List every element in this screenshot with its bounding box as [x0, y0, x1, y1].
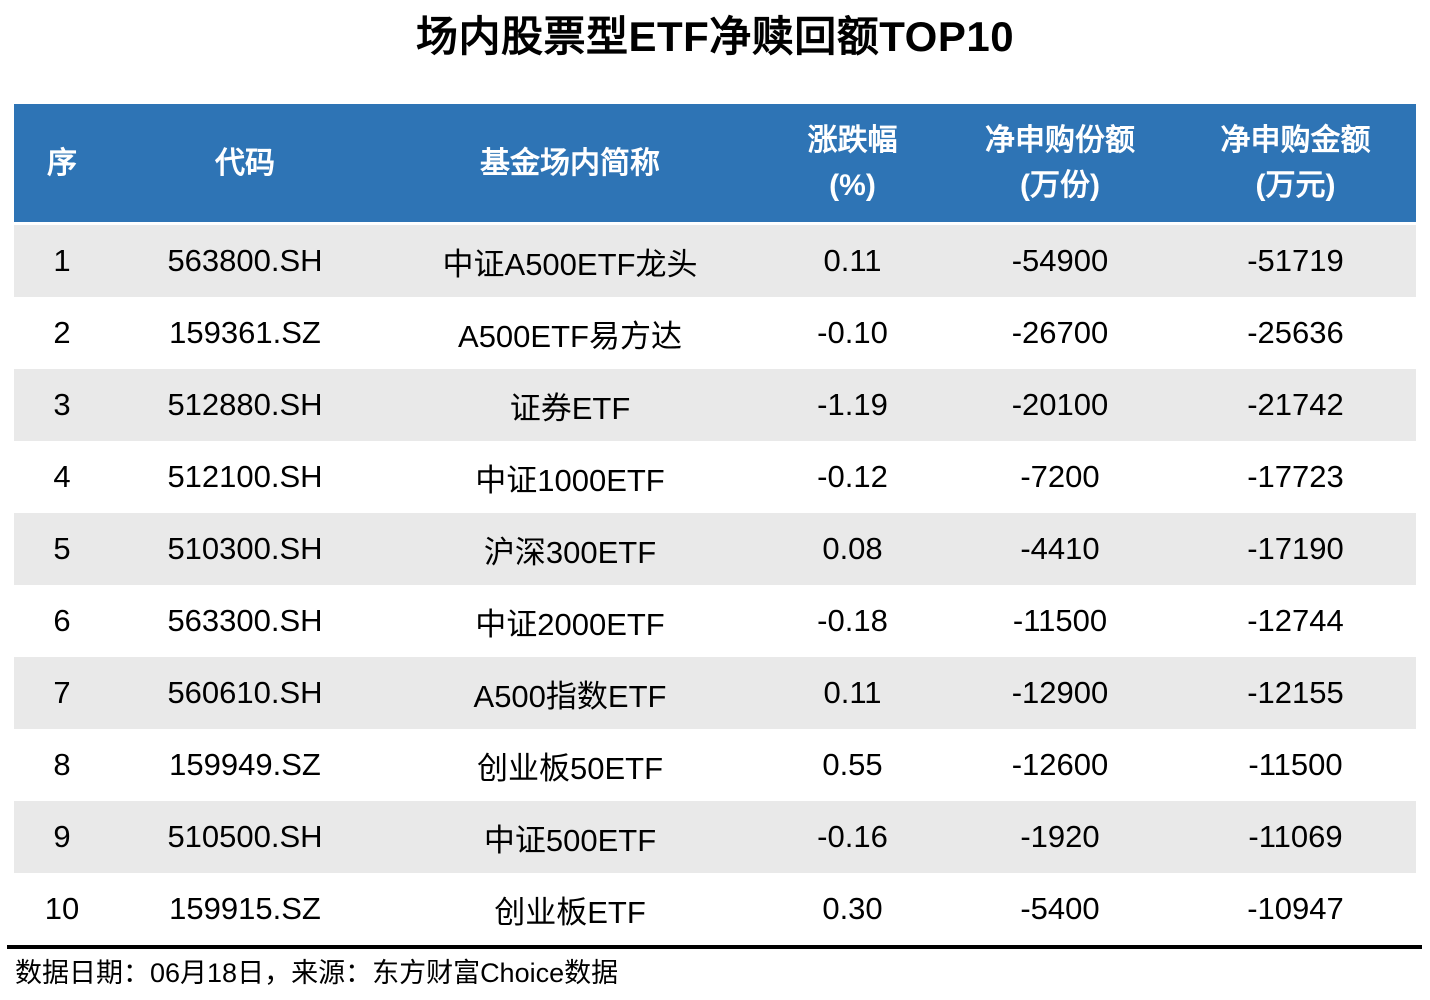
col-header-code: 代码 — [110, 104, 380, 225]
cell-change-pct: -0.18 — [817, 603, 888, 638]
cell-change-pct: 0.30 — [822, 891, 883, 926]
cell-fund-name: A500指数ETF — [473, 678, 667, 714]
col-header-code-line1: 代码 — [215, 146, 275, 180]
cell-code: 512880.SH — [167, 387, 323, 422]
cell-code: 563800.SH — [167, 243, 323, 278]
cell-net-amount: -11500 — [1248, 747, 1343, 782]
cell-net-amount: -12155 — [1247, 675, 1344, 710]
cell-fund-name: 创业板50ETF — [476, 750, 664, 786]
cell-net-shares: -11500 — [1012, 603, 1108, 638]
col-header-net-amount-line1: 净申购金额 — [1220, 124, 1371, 157]
cell-seq: 8 — [53, 747, 71, 782]
cell-net-shares: -26700 — [1011, 315, 1109, 350]
cell-code: 510500.SH — [167, 819, 323, 854]
col-header-net-shares-line1: 净申购份额 — [985, 124, 1135, 157]
col-header-fund-name: 基金场内简称 — [380, 104, 760, 225]
cell-change-pct: -0.12 — [817, 459, 888, 494]
table-header-row: 序 代码 基金场内简称 涨跌幅 (%) 净申购份额 (万份) 净申购金额 (万元) — [14, 104, 1416, 225]
cell-fund-name: 创业板ETF — [494, 894, 646, 930]
cell-seq: 7 — [53, 675, 71, 710]
table-row: 3 512880.SH 证券ETF -1.19 -20100 -21742 — [14, 369, 1416, 441]
cell-net-shares: -5400 — [1020, 891, 1100, 926]
table-row: 1 563800.SH 中证A500ETF龙头 0.11 -54900 -517… — [14, 223, 1416, 297]
cell-change-pct: 0.11 — [823, 675, 882, 710]
cell-net-amount: -21742 — [1247, 387, 1344, 422]
cell-change-pct: 0.11 — [823, 243, 882, 278]
cell-change-pct: 0.55 — [822, 747, 883, 782]
cell-seq: 10 — [44, 891, 80, 926]
cell-seq: 2 — [53, 315, 71, 350]
cell-seq: 4 — [53, 459, 71, 494]
cell-seq: 6 — [53, 603, 71, 638]
table-row: 7 560610.SH A500指数ETF 0.11 -12900 -12155 — [14, 657, 1416, 729]
cell-fund-name: 中证2000ETF — [475, 606, 665, 642]
col-header-change-pct: 涨跌幅 (%) — [760, 104, 945, 225]
cell-seq: 9 — [53, 819, 71, 854]
table-body: 1 563800.SH 中证A500ETF龙头 0.11 -54900 -517… — [14, 223, 1416, 945]
cell-net-amount: -17190 — [1247, 531, 1344, 566]
cell-net-shares: -54900 — [1011, 243, 1109, 278]
cell-code: 159949.SZ — [169, 747, 321, 782]
cell-net-amount: -17723 — [1247, 459, 1344, 494]
cell-net-shares: -12900 — [1011, 675, 1109, 710]
cell-net-shares: -20100 — [1011, 387, 1109, 422]
cell-net-shares: -1920 — [1020, 819, 1100, 854]
table-row: 9 510500.SH 中证500ETF -0.16 -1920 -11069 — [14, 801, 1416, 873]
table-row: 2 159361.SZ A500ETF易方达 -0.10 -26700 -256… — [14, 297, 1416, 369]
cell-net-shares: -12600 — [1011, 747, 1109, 782]
cell-net-shares: -7200 — [1020, 459, 1100, 494]
cell-net-amount: -11069 — [1248, 819, 1343, 854]
col-header-net-shares: 净申购份额 (万份) — [945, 104, 1175, 225]
page-title: 场内股票型ETF净赎回额TOP10 — [415, 13, 1015, 60]
col-header-net-shares-line2: (万份) — [1020, 169, 1100, 202]
cell-net-amount: -25636 — [1247, 315, 1344, 350]
cell-fund-name: A500ETF易方达 — [458, 318, 682, 354]
cell-seq: 1 — [53, 243, 71, 278]
col-header-change-pct-line2: (%) — [829, 169, 876, 202]
etf-redemption-table: 序 代码 基金场内简称 涨跌幅 (%) 净申购份额 (万份) 净申购金额 (万元) — [14, 104, 1416, 945]
cell-change-pct: 0.08 — [822, 531, 883, 566]
cell-change-pct: -0.10 — [817, 315, 888, 350]
cell-fund-name: 证券ETF — [509, 390, 631, 426]
col-header-seq: 序 — [14, 104, 110, 225]
cell-code: 159361.SZ — [169, 315, 321, 350]
col-header-net-amount: 净申购金额 (万元) — [1175, 104, 1416, 225]
cell-seq: 5 — [53, 531, 71, 566]
cell-code: 560610.SH — [167, 675, 323, 710]
table-row: 10 159915.SZ 创业板ETF 0.30 -5400 -10947 — [14, 873, 1416, 945]
cell-code: 510300.SH — [167, 531, 323, 566]
table-row: 8 159949.SZ 创业板50ETF 0.55 -12600 -11500 — [14, 729, 1416, 801]
cell-net-amount: -10947 — [1247, 891, 1344, 926]
cell-change-pct: -1.19 — [817, 387, 888, 422]
cell-net-amount: -12744 — [1247, 603, 1344, 638]
cell-fund-name: 沪深300ETF — [483, 534, 657, 570]
cell-net-shares: -4410 — [1020, 531, 1100, 566]
cell-code: 512100.SH — [167, 459, 323, 494]
col-header-net-amount-line2: (万元) — [1255, 169, 1336, 202]
col-header-change-pct-line1: 涨跌幅 — [807, 124, 898, 157]
cell-fund-name: 中证1000ETF — [475, 462, 665, 498]
cell-fund-name: 中证A500ETF龙头 — [442, 246, 698, 282]
cell-code: 159915.SZ — [169, 891, 321, 926]
cell-change-pct: -0.16 — [817, 819, 888, 854]
table-row: 5 510300.SH 沪深300ETF 0.08 -4410 -17190 — [14, 513, 1416, 585]
cell-net-amount: -51719 — [1247, 243, 1344, 278]
cell-fund-name: 中证500ETF — [483, 822, 657, 858]
table-row: 6 563300.SH 中证2000ETF -0.18 -11500 -1274… — [14, 585, 1416, 657]
cell-seq: 3 — [53, 387, 71, 422]
footer-divider: 数据日期：06月18日，来源：东方财富Choice数据 — [7, 945, 1422, 989]
cell-code: 563300.SH — [167, 603, 323, 638]
col-header-seq-line1: 序 — [47, 146, 77, 180]
table-row: 4 512100.SH 中证1000ETF -0.12 -7200 -17723 — [14, 441, 1416, 513]
data-source-note: 数据日期：06月18日，来源：东方财富Choice数据 — [15, 958, 619, 988]
col-header-fund-name-line1: 基金场内简称 — [480, 146, 660, 180]
table-header: 序 代码 基金场内简称 涨跌幅 (%) 净申购份额 (万份) 净申购金额 (万元) — [14, 104, 1416, 225]
